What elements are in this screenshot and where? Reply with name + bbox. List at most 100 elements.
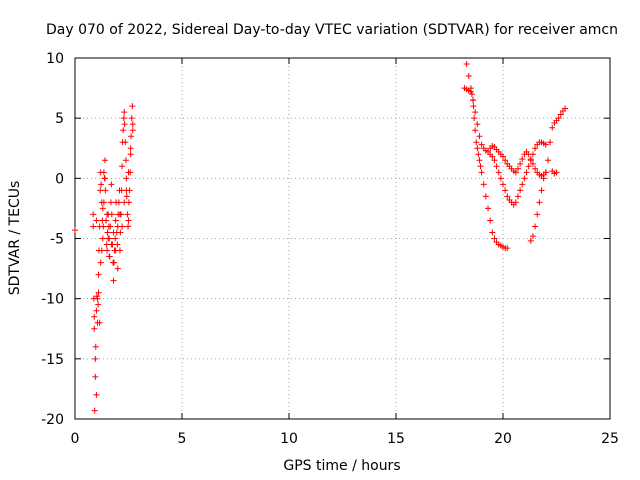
y-tick-label: 0 (55, 171, 64, 187)
grid (75, 58, 610, 419)
data-point (487, 217, 494, 224)
data-point (101, 157, 108, 164)
data-point (99, 235, 106, 242)
data-point (91, 325, 98, 332)
y-axis-title: SDTVAR / TECUs (7, 181, 23, 296)
x-tick-label: 15 (387, 431, 405, 447)
data-point (105, 235, 112, 242)
data-point (100, 223, 107, 230)
data-point (92, 373, 99, 380)
data-point (519, 156, 526, 163)
data-point (119, 163, 126, 170)
data-point (519, 181, 526, 188)
data-point (104, 211, 111, 218)
data-point (529, 233, 536, 240)
data-point (512, 199, 519, 206)
data-point (108, 181, 115, 188)
data-point (93, 307, 100, 314)
data-point (100, 169, 107, 176)
data-point (122, 157, 129, 164)
data-point (95, 271, 102, 278)
data-point (92, 355, 99, 362)
data-point (127, 151, 134, 158)
data-point (480, 181, 487, 188)
data-point (116, 247, 123, 254)
data-point (91, 407, 98, 414)
y-tick-label: -15 (41, 352, 64, 368)
x-tick-label: 10 (280, 431, 298, 447)
data-point (465, 73, 472, 80)
data-point (72, 227, 78, 234)
data-point (128, 133, 135, 140)
data-point (95, 289, 102, 296)
data-point (123, 187, 130, 194)
data-point (523, 169, 530, 176)
data-point (98, 247, 105, 254)
data-point (502, 157, 509, 164)
axis-ticks: 0 5 10 15 20 25 -20 -15 -10 -5 0 5 10 (41, 51, 619, 447)
data-point (468, 91, 475, 98)
y-tick-label: -20 (41, 412, 64, 428)
data-point (107, 223, 114, 230)
data-point (472, 109, 479, 116)
data-point (527, 156, 534, 163)
data-point (489, 229, 496, 236)
data-point (110, 277, 117, 284)
data-point (91, 313, 98, 320)
data-point (470, 97, 477, 104)
data-point (101, 175, 108, 182)
data-point (118, 211, 125, 218)
data-point (500, 153, 506, 160)
data-point (128, 115, 135, 122)
data-point (102, 187, 109, 194)
data-point (100, 199, 107, 206)
data-point (495, 169, 502, 176)
y-tick-label: -10 (41, 292, 64, 308)
data-point (557, 111, 564, 118)
data-point (90, 223, 97, 230)
data-point (504, 245, 511, 252)
data-point (104, 247, 111, 254)
data-point (532, 145, 539, 152)
data-point (121, 199, 128, 206)
data-point (544, 157, 551, 164)
data-point (123, 193, 130, 200)
data-point (553, 169, 560, 176)
data-point (110, 229, 117, 236)
data-point (104, 229, 111, 236)
data-point (549, 124, 556, 131)
data-point (532, 223, 539, 230)
data-point (123, 175, 130, 182)
y-tick-label: -5 (50, 232, 64, 248)
data-point (125, 223, 132, 230)
data-point (471, 115, 478, 122)
data-point (112, 217, 119, 224)
data-point (514, 165, 521, 172)
data-point (110, 259, 117, 266)
data-point (476, 133, 483, 140)
data-point (95, 301, 102, 308)
data-point (96, 319, 103, 326)
data-point (119, 223, 126, 230)
data-point (478, 141, 485, 148)
data-point (500, 181, 506, 188)
data-point (534, 211, 541, 218)
data-point (477, 163, 484, 170)
data-point (97, 187, 104, 194)
data-point (536, 199, 543, 206)
y-tick-label: 10 (46, 51, 64, 67)
data-point (117, 229, 124, 236)
data-point (108, 241, 115, 248)
data-point (547, 139, 554, 146)
data-point (527, 237, 534, 244)
x-tick-label: 20 (494, 431, 512, 447)
data-point (127, 145, 134, 152)
data-point (90, 211, 97, 218)
x-tick-label: 5 (178, 431, 187, 447)
data-point (476, 157, 483, 164)
data-point (122, 139, 129, 146)
data-point (475, 151, 482, 158)
data-point (97, 259, 104, 266)
data-series (72, 61, 569, 414)
